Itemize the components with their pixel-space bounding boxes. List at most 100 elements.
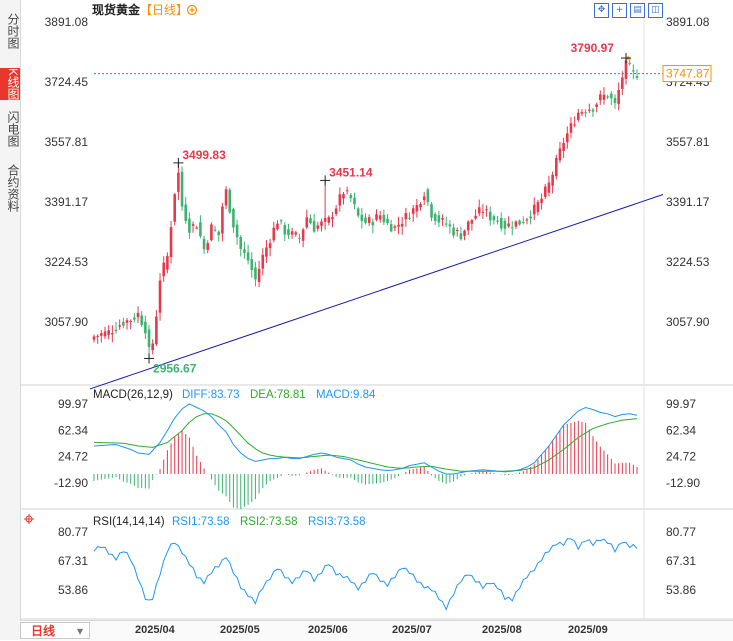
candle-body	[382, 214, 386, 223]
rsi-line	[93, 538, 638, 611]
candle-body	[243, 249, 246, 253]
candle-body	[356, 208, 360, 216]
candle-body	[151, 343, 155, 351]
month-label: 2025/08	[482, 624, 522, 636]
candle-body	[547, 182, 551, 193]
candle-body	[602, 94, 606, 100]
candle-body	[246, 252, 250, 261]
split-icon[interactable]: ◫	[648, 3, 663, 18]
candle-body	[430, 204, 433, 218]
candle-body	[588, 109, 591, 111]
candle-body	[543, 186, 547, 197]
candle-body	[558, 148, 562, 161]
price-tick-left: 3724.45	[45, 75, 89, 89]
candle-body	[433, 214, 437, 222]
candle-body	[488, 211, 492, 221]
target-icon[interactable]	[24, 514, 34, 524]
candle-body	[169, 227, 173, 257]
macd-tick-right: -12.90	[666, 476, 700, 490]
candle-body	[166, 255, 169, 270]
candle-body	[235, 224, 239, 238]
macd-tick-left: 24.72	[58, 450, 88, 464]
candle-body	[114, 329, 118, 332]
candle-body	[536, 202, 540, 213]
stack-icon[interactable]: ▤	[630, 3, 645, 18]
candle-body	[507, 223, 510, 227]
candle-body	[532, 204, 536, 215]
candle-body	[375, 214, 378, 220]
tab-2[interactable]: 闪电图	[6, 111, 20, 147]
candle-body	[452, 227, 455, 236]
candle-body	[503, 220, 507, 229]
candle-body	[455, 230, 459, 232]
candle-body	[254, 267, 257, 280]
candle-body	[562, 142, 565, 151]
low-annotation: 2956.67	[153, 361, 197, 375]
candle-body	[496, 220, 499, 222]
candle-body	[323, 218, 327, 222]
rsi1-value: RSI1:73.58	[172, 516, 230, 528]
macd-tick-right: 99.97	[666, 397, 696, 411]
candle-body	[184, 204, 188, 221]
month-label: 2025/07	[392, 624, 432, 636]
candle-body	[107, 330, 110, 335]
candle-body	[624, 60, 628, 79]
candle-body	[221, 206, 224, 234]
candle-body	[576, 112, 580, 120]
move-icon[interactable]: ✥	[594, 3, 609, 18]
candle-body	[338, 194, 342, 206]
candle-body	[144, 321, 147, 334]
gear-circle-icon[interactable]	[186, 4, 198, 16]
candle-body	[217, 231, 221, 236]
candle-body	[327, 217, 331, 223]
candle-body	[100, 333, 103, 336]
current-price-tag	[662, 65, 712, 83]
trend-line	[89, 194, 664, 390]
candle-body	[195, 227, 199, 229]
candle-body	[92, 336, 96, 340]
candle-body	[529, 216, 532, 219]
zoom-in-icon[interactable]: +	[612, 3, 627, 18]
tab-0[interactable]: 分时图	[6, 13, 20, 49]
candle-body	[386, 218, 389, 224]
candle-body	[140, 315, 143, 326]
chart-canvas: 现货黄金 【日线】 3891.083891.083724.453724.4535…	[20, 0, 733, 620]
candle-body	[239, 237, 243, 249]
candle-body	[551, 174, 554, 186]
rsi2-value: RSI2:73.58	[240, 516, 298, 528]
candle-body	[147, 329, 151, 347]
candle-body	[573, 124, 576, 126]
month-label: 2025/09	[568, 624, 608, 636]
candle-body	[360, 214, 364, 221]
candle-body	[481, 211, 485, 213]
candle-body	[441, 218, 444, 220]
candle-body	[595, 104, 598, 107]
candle-body	[514, 221, 518, 227]
candle-body	[276, 223, 279, 230]
chart-toolbar: ✥ + ▤ ◫	[594, 3, 663, 18]
rsi-tick-right: 53.86	[666, 583, 696, 597]
tab-3[interactable]: 合约资料	[6, 164, 20, 212]
candle-body	[312, 221, 316, 232]
candle-body	[569, 123, 573, 133]
macd-tick-left: 99.97	[58, 397, 88, 411]
candle-body	[371, 222, 375, 226]
period-selector[interactable]: 日线 ▾	[20, 622, 90, 639]
candle-body	[279, 220, 283, 222]
candle-body	[111, 333, 114, 335]
candle-body	[301, 229, 305, 241]
month-label: 2025/04	[135, 624, 175, 636]
candle-body	[621, 77, 624, 89]
candle-body	[133, 317, 136, 320]
macd-tick-left: 62.34	[58, 423, 88, 437]
candle-body	[613, 97, 617, 103]
candle-body	[521, 221, 525, 223]
candle-body	[349, 194, 353, 199]
price-tick-right: 3891.08	[666, 15, 710, 29]
candle-body	[250, 259, 254, 270]
price-tick-left: 3057.90	[45, 315, 89, 329]
candle-body	[485, 209, 488, 211]
macd-tick-left: -12.90	[54, 476, 88, 490]
macd-tick-right: 24.72	[666, 450, 696, 464]
tab-1[interactable]: K线图	[0, 68, 20, 100]
